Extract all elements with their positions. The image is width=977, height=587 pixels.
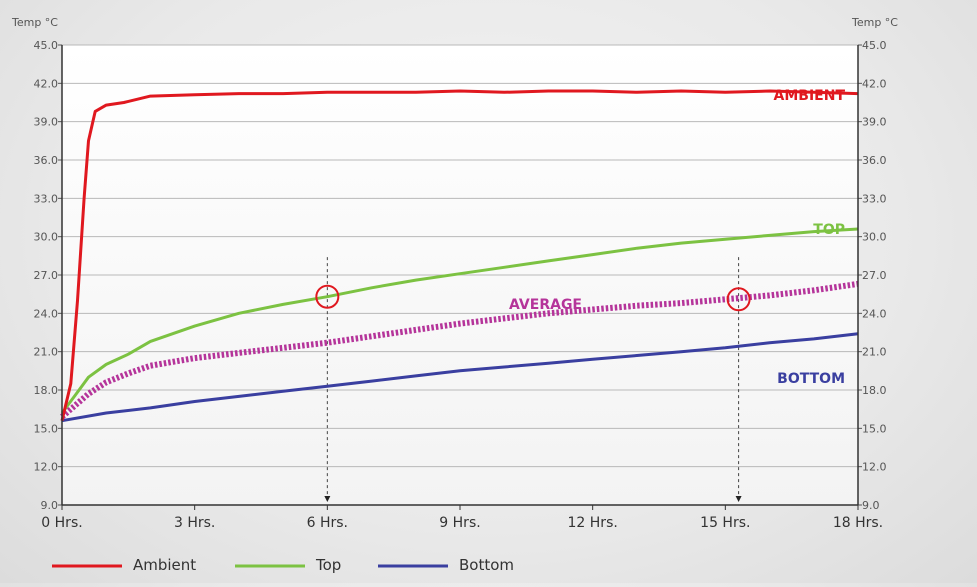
series-line-top [60,227,859,414]
series-label-average: AVERAGE [509,297,582,313]
y-tick-label-left: 39.0 [34,116,59,129]
marker-circle [726,287,751,312]
series-line-average [60,280,859,420]
y-tick-label-right: 9.0 [862,499,880,512]
series-label-ambient: AMBIENT [774,88,846,104]
x-tick-label: 12 Hrs. [568,515,618,531]
series-label-top: TOP [813,222,845,238]
y-tick-label-right: 33.0 [862,192,887,205]
series-layer [60,89,859,423]
series-line-bottom [61,332,859,423]
legend: Ambient Top Bottom [52,556,514,574]
y-tick-label-left: 18.0 [34,384,59,397]
x-tick-label: 9 Hrs. [439,515,480,531]
series-line-ambient [60,89,859,422]
y-tick-label-right: 27.0 [862,269,887,282]
x-tick-label: 6 Hrs. [307,515,348,531]
marker-guides [324,257,742,502]
y-tick-label-left: 12.0 [34,461,59,474]
x-tick-label: 0 Hrs. [41,515,82,531]
legend-label-ambient: Ambient [133,556,196,574]
series-labels: AMBIENT TOP AVERAGE BOTTOM [509,88,845,387]
y-tick-label-right: 39.0 [862,116,887,129]
y-tick-label-right: 21.0 [862,346,887,359]
y-tick-label-left: 45.0 [34,39,59,52]
y-tick-label-left: 30.0 [34,231,59,244]
y-tick-label-right: 15.0 [862,422,887,435]
y-tick-label-left: 42.0 [34,77,59,90]
legend-label-bottom: Bottom [459,556,514,574]
marker-layer [315,284,751,312]
legend-label-top: Top [315,556,341,574]
y-tick-label-left: 36.0 [34,154,59,167]
series-label-bottom: BOTTOM [777,371,845,387]
y-tick-label-right: 30.0 [862,231,887,244]
y-tick-label-right: 18.0 [862,384,887,397]
y-tick-label-right: 12.0 [862,461,887,474]
y-tick-label-left: 9.0 [41,499,59,512]
x-tick-label: 15 Hrs. [700,515,750,531]
marker-drop-arrow [735,496,742,502]
y-tick-label-left: 24.0 [34,307,59,320]
y-tick-label-right: 42.0 [862,77,887,90]
y-tick-label-right: 36.0 [862,154,887,167]
y-tick-label-left: 21.0 [34,346,59,359]
y-tick-label-right: 24.0 [862,307,887,320]
grid-lines [62,44,858,506]
y-tick-label-left: 15.0 [34,422,59,435]
marker-drop-arrow [324,496,331,502]
left-axis-unit-label: Temp °C [11,16,58,29]
y-tick-label-left: 27.0 [34,269,59,282]
right-axis-unit-label: Temp °C [851,16,898,29]
marker-circle [315,284,340,309]
axes: 9.0 9.0 12.0 12.0 15.0 15.0 18.0 18.0 21.0 21.0 24… [34,39,887,531]
x-tick-label: 3 Hrs. [174,515,215,531]
y-tick-label-left: 33.0 [34,192,59,205]
x-tick-label: 18 Hrs. [833,515,883,531]
y-tick-label-right: 45.0 [862,39,887,52]
